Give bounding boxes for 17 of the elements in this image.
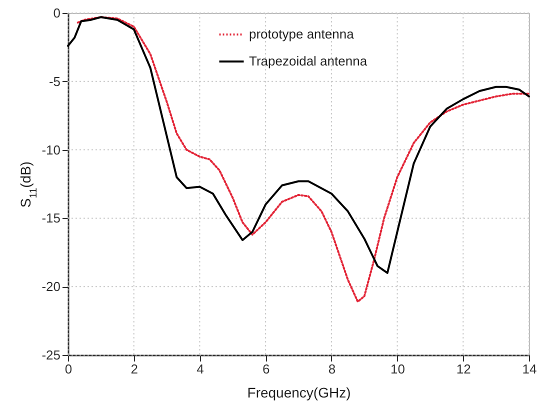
y-tick-label: 0 bbox=[53, 6, 60, 20]
y-tick-label: -25 bbox=[42, 348, 60, 362]
x-tick-label: 4 bbox=[196, 362, 204, 376]
x-tick-label: 8 bbox=[328, 362, 336, 376]
legend-label: prototype antenna bbox=[249, 26, 355, 42]
x-tick-label: 6 bbox=[262, 362, 270, 376]
x-tick-label: 12 bbox=[456, 362, 471, 376]
y-tick-label: -5 bbox=[48, 74, 60, 89]
y-tick-label: -15 bbox=[42, 210, 60, 226]
x-tick-label: 2 bbox=[130, 362, 138, 376]
x-tick-label: 14 bbox=[522, 362, 537, 376]
x-axis-title: Frequency(GHz) bbox=[247, 384, 351, 400]
x-tick-label: 0 bbox=[64, 362, 72, 376]
y-tick-label: -10 bbox=[42, 142, 60, 158]
x-tick-label: 10 bbox=[390, 362, 406, 376]
y-tick-label: -20 bbox=[42, 279, 60, 294]
legend-label: Trapezoidal antenna bbox=[249, 54, 368, 68]
